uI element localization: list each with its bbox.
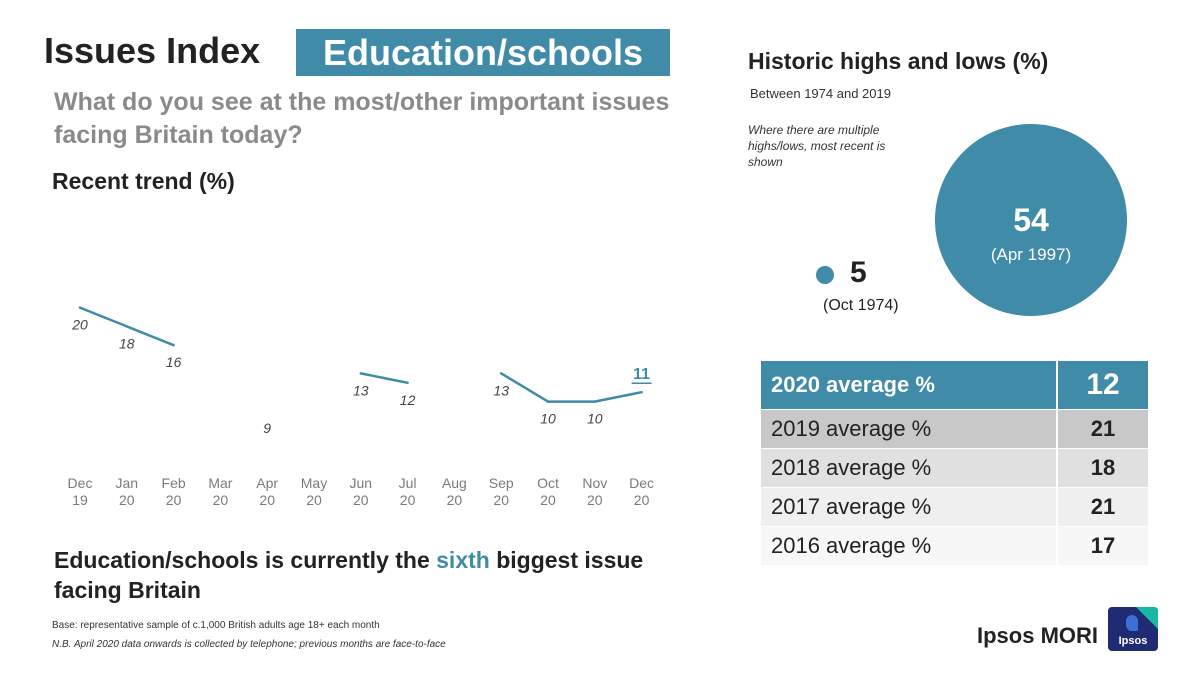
method-note: N.B. April 2020 data onwards is collecte… bbox=[52, 639, 446, 650]
ipsos-logo: Ipsos bbox=[1108, 607, 1158, 651]
average-value: 18 bbox=[1056, 448, 1148, 488]
x-tick-label: Aug 20 bbox=[442, 475, 467, 508]
historic-note: Where there are multiple highs/lows, mos… bbox=[748, 123, 886, 169]
average-label: 2017 average % bbox=[761, 487, 1057, 527]
x-tick-label: Jan 20 bbox=[116, 475, 139, 508]
conclusion-text: Education/schools is currently the sixth… bbox=[54, 545, 674, 605]
base-note: Base: representative sample of c.1,000 B… bbox=[52, 620, 380, 631]
page-title: Issues Index bbox=[44, 30, 261, 71]
historic-low-date: (Oct 1974) bbox=[823, 297, 899, 314]
table-row: 2018 average % 18 bbox=[761, 448, 1148, 488]
data-label: 13 bbox=[493, 382, 509, 398]
x-tick-label: Apr 20 bbox=[256, 475, 278, 508]
data-label: 13 bbox=[353, 382, 369, 398]
x-tick-label: Oct 20 bbox=[537, 475, 559, 508]
average-value: 21 bbox=[1056, 487, 1148, 527]
historic-low-value: 5 bbox=[850, 256, 867, 289]
average-label: 2016 average % bbox=[761, 526, 1057, 565]
x-tick-label: Jul 20 bbox=[399, 475, 417, 508]
data-label: 10 bbox=[540, 411, 556, 427]
data-label: 16 bbox=[166, 354, 182, 370]
data-label: 12 bbox=[400, 392, 416, 408]
average-label: 2018 average % bbox=[761, 448, 1057, 488]
survey-question: What do you see at the most/other import… bbox=[54, 88, 670, 149]
brand-name: Ipsos MORI bbox=[977, 623, 1099, 648]
historic-high-circle: 54 (Apr 1997) bbox=[935, 124, 1127, 316]
conclusion-rank: sixth bbox=[436, 547, 490, 573]
x-tick-label: Dec 19 bbox=[68, 475, 93, 508]
historic-high-date: (Apr 1997) bbox=[990, 245, 1072, 264]
logo-corner-shape bbox=[1136, 607, 1158, 629]
data-label: 11 bbox=[633, 366, 650, 383]
data-label: 20 bbox=[71, 317, 88, 333]
current-average-value: 12 bbox=[1056, 361, 1148, 410]
conclusion-after: biggest issue facing Britain bbox=[54, 547, 644, 603]
trend-line-segment bbox=[359, 372, 409, 385]
historic-range: Between 1974 and 2019 bbox=[750, 86, 891, 101]
x-tick-label: Mar 20 bbox=[208, 475, 232, 508]
averages-table: 2020 average % 12 2019 average % 21 2018… bbox=[761, 361, 1148, 565]
average-value: 17 bbox=[1056, 526, 1148, 565]
x-tick-label: Dec 20 bbox=[629, 475, 654, 508]
historic-high-value: 54 bbox=[1013, 202, 1049, 238]
logo-mark-icon bbox=[1126, 615, 1138, 631]
trend-chart: 20 18 16 9 13 12 13 10 10 11 Dec 19 Jan 20 Feb 20 Mar 20 A… bbox=[68, 306, 654, 508]
x-tick-label: Nov 20 bbox=[582, 475, 607, 508]
x-tick-label: May 20 bbox=[301, 475, 327, 508]
average-value: 21 bbox=[1056, 409, 1148, 449]
table-row: 2016 average % 17 bbox=[761, 526, 1148, 565]
table-row: 2019 average % 21 bbox=[761, 409, 1148, 449]
average-label: 2019 average % bbox=[761, 409, 1057, 449]
table-row: 2017 average % 21 bbox=[761, 487, 1148, 527]
trend-line-segment bbox=[499, 372, 550, 403]
historic-title: Historic highs and lows (%) bbox=[748, 48, 1049, 74]
trend-line-segment bbox=[78, 306, 129, 328]
historic-low-dot bbox=[816, 266, 834, 284]
current-average-label: 2020 average % bbox=[761, 361, 1057, 410]
data-label: 9 bbox=[263, 420, 271, 436]
trend-line-segment bbox=[593, 390, 643, 403]
data-label: 10 bbox=[587, 411, 603, 427]
trend-line-segment bbox=[125, 325, 175, 347]
x-tick-label: Jun 20 bbox=[350, 475, 373, 508]
x-tick-label: Feb 20 bbox=[162, 475, 186, 508]
current-average-row: 2020 average % 12 bbox=[761, 361, 1148, 410]
conclusion-before: Education/schools is currently the bbox=[54, 547, 437, 573]
data-label: 18 bbox=[119, 335, 135, 351]
trend-chart-title: Recent trend (%) bbox=[52, 168, 235, 194]
x-tick-label: Sep 20 bbox=[489, 475, 514, 508]
logo-text: Ipsos bbox=[1118, 635, 1148, 647]
topic-badge: Education/schools bbox=[296, 29, 670, 76]
